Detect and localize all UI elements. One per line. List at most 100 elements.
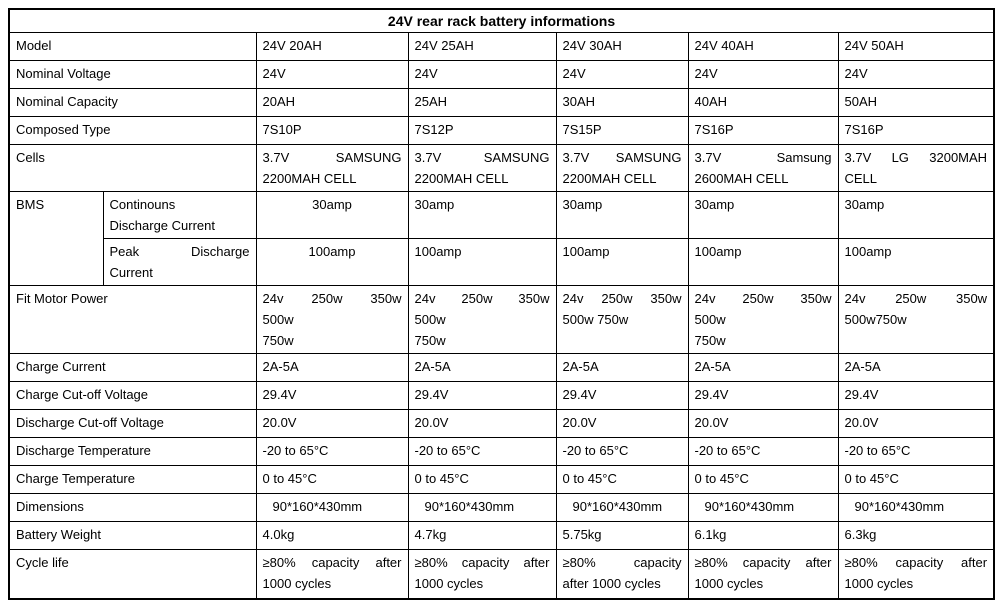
table-row: Model 24V 20AH 24V 25AH 24V 30AH 24V 40A… [8,32,995,61]
table-cell: -20 to 65°C [555,437,689,466]
table-cell: 0 to 45°C [687,465,839,494]
table-row: BMS Continouns Discharge Current 30amp 30… [8,191,995,286]
row-label-fit-motor-power: Fit Motor Power [8,285,257,354]
row-label-discharge-temperature: Discharge Temperature [8,437,257,466]
table-cell: 24V [837,60,995,89]
table-cell: -20 to 65°C [687,437,839,466]
table-cell: 6.1kg [687,521,839,550]
table-cell: 3.7V SAMSUNG 2200MAH CELL [255,144,409,192]
table-cell: 24V [555,60,689,89]
table-cell: 90*160*430mm [407,493,557,522]
table-cell: 4.7kg [407,521,557,550]
table-cell: 2A-5A [837,353,995,382]
table-cell: 3.7V SAMSUNG 2200MAH CELL [407,144,557,192]
table-cell: 30amp [837,191,995,239]
table-cell: 29.4V [555,381,689,410]
table-cell: 29.4V [407,381,557,410]
table-cell: 0 to 45°C [837,465,995,494]
table-row: Discharge Cut-off Voltage 20.0V 20.0V 20… [8,409,995,438]
table-cell: 29.4V [837,381,995,410]
table-cell: 25AH [407,88,557,117]
table-cell: 6.3kg [837,521,995,550]
table-cell: 100amp [837,238,995,286]
table-row: Dimensions 90*160*430mm 90*160*430mm 90*… [8,493,995,522]
table-cell: 29.4V [255,381,409,410]
table-cell: 90*160*430mm [837,493,995,522]
table-cell: 7S12P [407,116,557,145]
table-cell: 20AH [255,88,409,117]
spec-table: 24V rear rack battery informations Model… [8,8,996,600]
table-cell: 7S16P [687,116,839,145]
table-cell: 50AH [837,88,995,117]
table-cell: ≥80% capacity after 1000 cycles [687,549,839,599]
table-cell: 3.7V LG 3200MAH CELL [837,144,995,192]
table-cell: -20 to 65°C [837,437,995,466]
table-cell: 30amp [407,191,557,239]
table-row: Nominal Voltage 24V 24V 24V 24V 24V [8,60,995,89]
table-cell: 30AH [555,88,689,117]
table-row: Composed Type 7S10P 7S12P 7S15P 7S16P 7S… [8,116,995,145]
row-label-cycle-life: Cycle life [8,549,257,599]
table-cell: 29.4V [687,381,839,410]
table-title: 24V rear rack battery informations [8,8,995,33]
table-row: Cells 3.7V SAMSUNG 2200MAH CELL 3.7V SAMS… [8,144,995,192]
table-cell: 24V [687,60,839,89]
row-label-battery-weight: Battery Weight [8,521,257,550]
row-sublabel-continuous-discharge-current: Continouns Discharge Current [102,191,257,239]
table-row: Charge Temperature 0 to 45°C 0 to 45°C 0… [8,465,995,494]
table-cell: 0 to 45°C [407,465,557,494]
table-cell: 24V 20AH [255,32,409,61]
table-cell: 24V [407,60,557,89]
table-cell: 3.7V Samsung 2600MAH CELL [687,144,839,192]
table-cell: 24V [255,60,409,89]
table-cell: 0 to 45°C [555,465,689,494]
table-cell: 3.7V SAMSUNG 2200MAH CELL [555,144,689,192]
row-label-dimensions: Dimensions [8,493,257,522]
table-cell: 7S15P [555,116,689,145]
row-label-composed-type: Composed Type [8,116,257,145]
row-label-discharge-cutoff-voltage: Discharge Cut-off Voltage [8,409,257,438]
table-cell: 20.0V [555,409,689,438]
row-label-charge-temperature: Charge Temperature [8,465,257,494]
table-cell: 30amp [555,191,689,239]
row-label-nominal-voltage: Nominal Voltage [8,60,257,89]
table-cell: ≥80% capacity after 1000 cycles [255,549,409,599]
table-cell: 90*160*430mm [687,493,839,522]
table-cell: 24V 40AH [687,32,839,61]
table-cell: 2A-5A [555,353,689,382]
table-cell: 24V 50AH [837,32,995,61]
table-cell: 4.0kg [255,521,409,550]
table-cell: 30amp [255,191,409,239]
table-cell: 40AH [687,88,839,117]
table-cell: 90*160*430mm [555,493,689,522]
table-cell: 20.0V [837,409,995,438]
row-label-nominal-capacity: Nominal Capacity [8,88,257,117]
table-row: Peak Discharge Current 100amp 100amp 100a… [9,238,995,286]
table-cell: 100amp [255,238,409,286]
table-cell: 100amp [555,238,689,286]
table-cell: 30amp [687,191,839,239]
table-cell: 24V 25AH [407,32,557,61]
table-cell: 7S10P [255,116,409,145]
table-row: 24V rear rack battery informations [8,8,995,33]
row-label-cells: Cells [8,144,257,192]
table-cell: -20 to 65°C [255,437,409,466]
table-cell: ≥80% capacity after 1000 cycles [837,549,995,599]
table-cell: 20.0V [255,409,409,438]
table-cell: 24v 250w 350w 500w 750w [555,285,689,354]
table-row: Nominal Capacity 20AH 25AH 30AH 40AH 50A… [8,88,995,117]
table-cell: 2A-5A [407,353,557,382]
table-row: Battery Weight 4.0kg 4.7kg 5.75kg 6.1kg … [8,521,995,550]
table-row: Fit Motor Power 24v 250w 350w 500w 750w 24… [8,285,995,354]
table-cell: 100amp [407,238,557,286]
table-cell: 20.0V [407,409,557,438]
table-cell: 100amp [687,238,839,286]
table-row: Charge Current 2A-5A 2A-5A 2A-5A 2A-5A 2… [8,353,995,382]
row-label-charge-current: Charge Current [8,353,257,382]
table-cell: 5.75kg [555,521,689,550]
row-sublabel-peak-discharge-current: Peak Discharge Current [102,238,257,286]
table-cell: 24V 30AH [555,32,689,61]
